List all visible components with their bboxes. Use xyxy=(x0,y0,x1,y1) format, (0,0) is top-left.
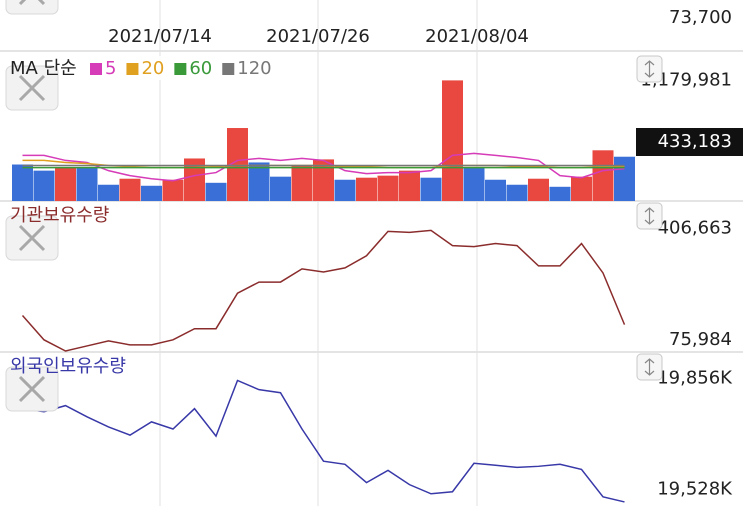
ma-line xyxy=(22,152,625,182)
resize-icon xyxy=(644,207,655,225)
volume-bar xyxy=(528,178,549,201)
volume-bar xyxy=(205,182,227,201)
legend-swatch xyxy=(90,63,102,75)
close-icon xyxy=(18,74,46,102)
volume-bar xyxy=(420,177,442,201)
current-value-label: 433,183 xyxy=(658,131,732,152)
y-tick-label: 19,856K xyxy=(657,367,733,388)
volume-bar xyxy=(291,165,313,201)
close-button-bg xyxy=(5,0,59,15)
volume-bar xyxy=(485,179,506,201)
volume-bar xyxy=(571,176,592,201)
resize-button[interactable] xyxy=(636,353,663,381)
legend-swatch xyxy=(222,63,235,75)
y-tick-label: 406,663 xyxy=(658,217,732,238)
volume-bar xyxy=(592,150,614,201)
volume-bar xyxy=(334,179,356,201)
volume-bar xyxy=(55,167,76,201)
panel-title: 외국인보유수량 xyxy=(10,356,126,377)
resize-button[interactable] xyxy=(636,55,663,83)
volume-bar xyxy=(141,185,162,201)
volume-bar xyxy=(184,158,205,201)
volume-bar xyxy=(356,177,377,201)
volume-bar xyxy=(399,170,420,201)
volume-bar xyxy=(614,156,635,201)
resize-icon xyxy=(644,60,655,78)
resize-button[interactable] xyxy=(636,202,663,230)
legend-label: 120 xyxy=(237,58,271,79)
close-button[interactable] xyxy=(5,65,59,111)
legend-label: 5 xyxy=(105,58,116,79)
close-icon xyxy=(18,375,46,403)
volume-bar xyxy=(12,164,33,201)
volume-bar xyxy=(76,167,98,201)
volume-bar xyxy=(549,186,571,201)
volume-bar xyxy=(227,128,248,201)
legend-label: 60 xyxy=(189,58,212,79)
close-button[interactable] xyxy=(5,0,59,15)
current-value-box xyxy=(636,128,743,156)
legend-swatch xyxy=(126,63,139,75)
volume-bar xyxy=(313,159,334,201)
legend-label: 20 xyxy=(141,58,164,79)
volume-bar xyxy=(270,176,291,201)
volume-bar xyxy=(98,184,119,201)
legend-swatch xyxy=(174,63,187,75)
holding-line xyxy=(22,379,625,503)
x-tick-label: 2021/07/14 xyxy=(108,26,212,47)
x-tick-label: 2021/08/04 xyxy=(425,26,529,47)
x-tick-label: 2021/07/26 xyxy=(266,26,370,47)
volume-bar xyxy=(377,175,399,201)
legend-title: MA 단순 xyxy=(10,58,77,79)
volume-bar xyxy=(248,162,270,201)
volume-bar xyxy=(442,80,463,201)
close-icon xyxy=(18,224,46,252)
close-button[interactable] xyxy=(5,215,59,261)
volume-bar xyxy=(33,170,55,201)
volume-bar xyxy=(506,184,528,201)
close-button[interactable] xyxy=(5,366,59,412)
volume-bar xyxy=(119,178,141,201)
resize-icon xyxy=(644,358,655,376)
volume-bar xyxy=(162,179,184,201)
y-tick-label: 75,984 xyxy=(669,329,732,350)
y-tick-label: 1,179,981 xyxy=(640,69,732,90)
holding-line xyxy=(21,229,626,352)
y-tick-label: 19,528K xyxy=(657,479,733,500)
y-tick-label: 73,700 xyxy=(669,7,732,28)
volume-bar xyxy=(463,167,485,201)
panel-title: 기관보유수량 xyxy=(10,205,109,226)
